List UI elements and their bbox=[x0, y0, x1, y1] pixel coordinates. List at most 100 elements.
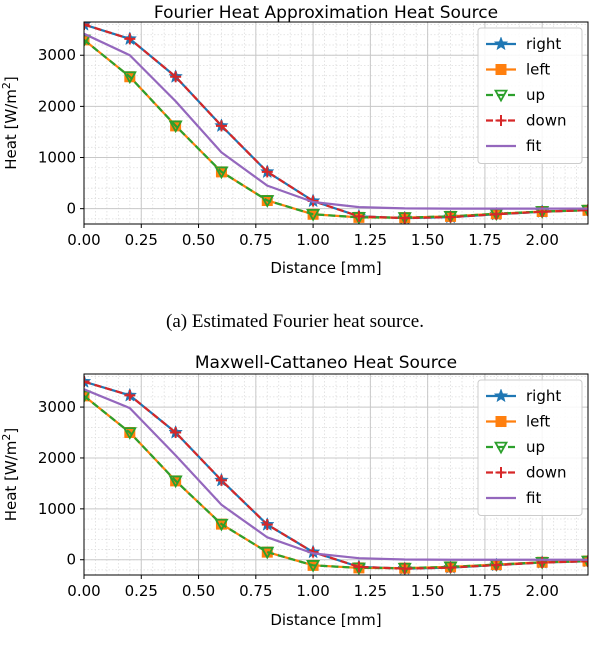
y-axis-label-sup: 2 bbox=[0, 434, 13, 441]
x-tick-label: 0.25 bbox=[125, 582, 158, 600]
plot-area bbox=[84, 374, 588, 575]
y-axis-label-tail: ] bbox=[2, 428, 20, 434]
series-line-down bbox=[84, 23, 588, 220]
legend-marker-up bbox=[493, 89, 509, 103]
data-point-down bbox=[490, 559, 502, 571]
data-point-up bbox=[84, 34, 92, 48]
x-axis-label: Distance [mm] bbox=[270, 259, 381, 277]
x-tick-label: 2.00 bbox=[525, 582, 558, 600]
y-axis-label: Heat [W/m2] bbox=[0, 428, 20, 522]
legend-marker-left bbox=[495, 64, 507, 75]
data-point-down bbox=[215, 474, 227, 486]
series-fit bbox=[84, 32, 588, 210]
chart-1: 0.00 0.25 0.50 0.75 1.00 1.25 1.50 1.75 2.00 0 100… bbox=[0, 3, 589, 332]
x-tick-label: 0.75 bbox=[239, 582, 272, 600]
legend-label-up: up bbox=[526, 86, 545, 104]
y-ticks: 0 1000 2000 3000 bbox=[38, 398, 84, 569]
y-tick-label: 2000 bbox=[38, 97, 76, 115]
legend-label-down: down bbox=[526, 464, 566, 482]
x-tick-label: 1.00 bbox=[296, 582, 329, 600]
data-point-down bbox=[445, 562, 457, 574]
y-tick-label: 0 bbox=[66, 551, 76, 569]
data-point-down bbox=[582, 204, 588, 216]
legend-entry-up: up bbox=[486, 438, 545, 456]
legend-label-right: right bbox=[526, 35, 561, 53]
data-point-down bbox=[170, 71, 182, 83]
x-tick-label: 1.50 bbox=[411, 582, 444, 600]
data-point-up bbox=[122, 71, 137, 85]
y-ticks: 0 1000 2000 3000 bbox=[38, 46, 84, 218]
y-axis-label-sup: 2 bbox=[0, 82, 13, 89]
legend-marker-right bbox=[493, 36, 509, 51]
data-point-down bbox=[84, 376, 90, 388]
legend-marker-right bbox=[493, 388, 509, 403]
y-tick-label: 3000 bbox=[38, 398, 76, 416]
y-axis-label-main: Heat [W/m bbox=[2, 89, 20, 170]
plot-area bbox=[84, 22, 588, 224]
x-ticks: 0.00 0.25 0.50 0.75 1.00 1.25 1.50 1.75 2.00 bbox=[67, 575, 559, 600]
data-point-down bbox=[124, 389, 136, 401]
legend-label-up: up bbox=[526, 438, 545, 456]
chart-2: 0.00 0.25 0.50 0.75 1.00 1.25 1.50 1.75 2.00 0 100… bbox=[0, 353, 589, 629]
y-axis-label-tail: ] bbox=[2, 76, 20, 82]
legend-box bbox=[477, 27, 583, 164]
data-point-up bbox=[260, 546, 275, 560]
y-tick-label: 1000 bbox=[38, 149, 76, 167]
y-tick-label: 2000 bbox=[38, 449, 76, 467]
x-tick-label: 0.75 bbox=[239, 231, 272, 249]
series-down bbox=[84, 376, 588, 575]
data-point-down bbox=[84, 22, 90, 31]
data-point-down bbox=[261, 519, 273, 531]
axes-frame bbox=[83, 21, 589, 225]
figure-caption: (a) Estimated Fourier heat source. bbox=[166, 311, 424, 332]
legend-marker-up bbox=[493, 441, 509, 455]
series-line-down bbox=[84, 380, 588, 570]
x-ticks: 0.00 0.25 0.50 0.75 1.00 1.25 1.50 1.75 2.00 bbox=[67, 224, 559, 249]
legend: right left up down fit bbox=[477, 27, 583, 164]
legend-label-fit: fit bbox=[526, 137, 541, 155]
legend: right left up down fit bbox=[477, 379, 583, 516]
data-point-down bbox=[582, 555, 588, 567]
y-axis-label: Heat [W/m2] bbox=[0, 76, 20, 170]
x-tick-label: 1.25 bbox=[354, 231, 387, 249]
data-point-down bbox=[353, 561, 365, 573]
y-tick-label: 1000 bbox=[38, 500, 76, 518]
x-tick-label: 0.25 bbox=[125, 231, 158, 249]
data-point-up bbox=[306, 208, 321, 222]
legend-entry-right: right bbox=[486, 387, 561, 405]
legend-label-fit: fit bbox=[526, 489, 541, 507]
data-point-up bbox=[260, 195, 275, 208]
data-point-up bbox=[122, 427, 137, 440]
legend-entry-fit: fit bbox=[486, 137, 541, 155]
legend-label-right: right bbox=[526, 387, 561, 405]
data-point-down bbox=[215, 120, 227, 132]
data-point-down bbox=[353, 210, 365, 222]
chart-title: Maxwell-Cattaneo Heat Source bbox=[195, 353, 457, 373]
series-line-up bbox=[84, 395, 588, 570]
data-point-up bbox=[84, 390, 92, 404]
data-point-down bbox=[124, 33, 136, 45]
x-tick-label: 1.75 bbox=[468, 582, 501, 600]
x-axis-label: Distance [mm] bbox=[270, 611, 381, 629]
legend-entry-right: right bbox=[486, 35, 561, 53]
series-down bbox=[84, 22, 588, 224]
data-point-down bbox=[490, 208, 502, 220]
x-tick-label: 0.00 bbox=[67, 582, 100, 600]
data-point-up bbox=[168, 120, 183, 134]
y-tick-label: 0 bbox=[66, 200, 76, 218]
y-tick-label: 3000 bbox=[38, 46, 76, 64]
legend-marker-down bbox=[495, 467, 507, 478]
data-point-down bbox=[445, 211, 457, 223]
data-point-up bbox=[214, 518, 229, 532]
x-tick-label: 0.00 bbox=[67, 231, 100, 249]
legend-label-left: left bbox=[526, 61, 550, 79]
legend-entry-fit: fit bbox=[486, 489, 541, 507]
x-tick-label: 1.00 bbox=[296, 231, 329, 249]
legend-label-left: left bbox=[526, 413, 550, 431]
legend-entry-down: down bbox=[486, 112, 566, 130]
legend-marker-down bbox=[495, 115, 507, 126]
axes-frame bbox=[83, 373, 589, 576]
legend-marker-left bbox=[495, 416, 507, 427]
legend-entry-up: up bbox=[486, 86, 545, 104]
